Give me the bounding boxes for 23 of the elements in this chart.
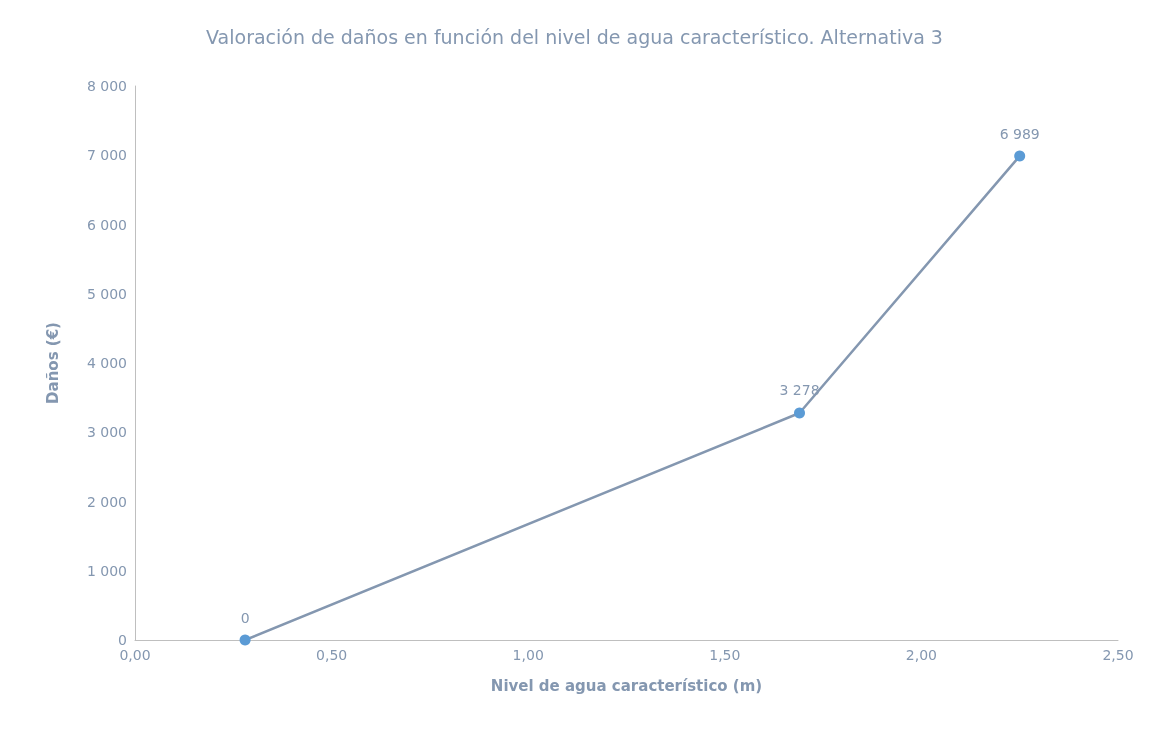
y-tick-label: 7 000: [86, 147, 127, 164]
y-tick-label: 0: [118, 632, 127, 648]
y-tick-label: 1 000: [86, 562, 127, 579]
x-tick-label: 1,50: [709, 647, 741, 663]
x-axis-title: Nivel de agua característico (m): [490, 676, 763, 695]
x-tick-label: 2,00: [905, 647, 937, 663]
y-tick-label: 6 000: [86, 216, 127, 233]
y-tick-label: 3 000: [86, 424, 127, 441]
y-axis-title: Daños (€): [43, 322, 62, 404]
y-tick-label: 2 000: [86, 493, 127, 510]
data-label: 0: [240, 609, 250, 626]
x-tick-label: 0,50: [316, 647, 348, 663]
y-tick-label: 5 000: [86, 285, 127, 302]
point: [1014, 150, 1026, 162]
point: [239, 634, 251, 646]
x-tick-label: 0,00: [119, 647, 151, 663]
chart-title: Valoración de daños en función del nivel de agua característico. Alternativa 3: [206, 25, 943, 48]
y-tick-label: 4 000: [86, 355, 127, 371]
x-tick-label: 1,00: [512, 647, 544, 663]
x-tick-label: 2,50: [1102, 647, 1134, 663]
y-tick-label: 8 000: [86, 78, 127, 94]
data-label: 6 989: [999, 125, 1040, 142]
point: [794, 407, 806, 419]
